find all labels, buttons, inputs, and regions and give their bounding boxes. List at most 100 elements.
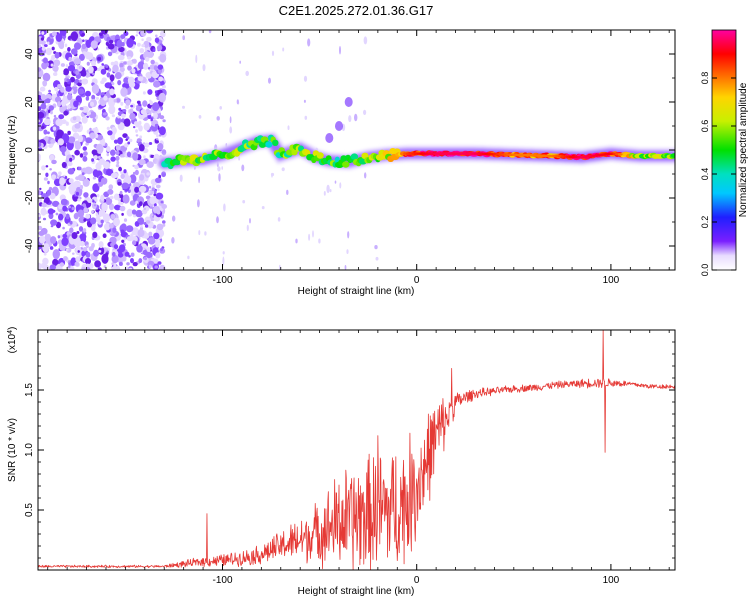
y-tick-label: 40 bbox=[24, 48, 35, 60]
noise-speckle bbox=[67, 136, 76, 144]
noise-speckle bbox=[131, 209, 137, 215]
noise-speckle bbox=[217, 166, 221, 172]
noise-speckle bbox=[135, 34, 138, 37]
noise-speckle bbox=[106, 126, 110, 130]
noise-speckle bbox=[153, 193, 157, 197]
noise-speckle bbox=[140, 224, 143, 228]
noise-speckle bbox=[50, 138, 56, 144]
noise-speckle bbox=[145, 30, 154, 34]
noise-speckle bbox=[124, 175, 132, 185]
noise-speckle bbox=[147, 89, 153, 95]
noise-speckle bbox=[182, 35, 185, 41]
noise-speckle bbox=[75, 241, 81, 248]
noise-speckle bbox=[171, 237, 175, 244]
noise-speckle bbox=[143, 155, 146, 159]
noise-speckle bbox=[156, 223, 164, 231]
noise-speckle bbox=[67, 161, 73, 167]
noise-speckle bbox=[153, 190, 157, 194]
noise-speckle bbox=[73, 42, 82, 50]
noise-speckle bbox=[47, 109, 51, 114]
noise-speckle bbox=[60, 198, 68, 206]
noise-speckle bbox=[41, 31, 45, 35]
noise-speckle bbox=[122, 133, 128, 139]
noise-speckle bbox=[51, 31, 57, 37]
noise-speckle bbox=[126, 37, 134, 48]
noise-speckle bbox=[95, 143, 104, 154]
noise-speckle bbox=[154, 140, 159, 144]
noise-speckle bbox=[85, 167, 93, 175]
branch-blob bbox=[325, 133, 334, 143]
noise-speckle bbox=[109, 88, 115, 96]
noise-speckle bbox=[114, 72, 122, 80]
noise-speckle bbox=[54, 52, 60, 59]
noise-speckle bbox=[98, 241, 104, 249]
noise-speckle bbox=[150, 59, 155, 65]
noise-speckle bbox=[145, 56, 150, 62]
snr-scale-base: (x10 bbox=[7, 333, 18, 353]
noise-speckle bbox=[121, 255, 127, 262]
noise-speckle bbox=[98, 32, 103, 37]
noise-speckle bbox=[120, 87, 128, 97]
noise-speckle bbox=[48, 143, 53, 148]
noise-speckle bbox=[119, 67, 125, 72]
noise-speckle bbox=[81, 70, 87, 77]
noise-speckle bbox=[63, 72, 67, 75]
noise-speckle bbox=[115, 150, 120, 156]
noise-speckle bbox=[278, 264, 281, 270]
noise-speckle bbox=[55, 96, 62, 103]
noise-speckle bbox=[51, 159, 57, 165]
noise-speckle bbox=[146, 172, 150, 176]
noise-speckle bbox=[74, 141, 82, 150]
noise-speckle bbox=[101, 77, 107, 82]
noise-speckle bbox=[42, 243, 49, 253]
noise-speckle bbox=[138, 185, 147, 193]
noise-speckle bbox=[40, 262, 46, 269]
noise-speckle bbox=[113, 98, 117, 103]
noise-speckle bbox=[65, 85, 72, 92]
noise-speckle bbox=[161, 171, 167, 178]
noise-speckle bbox=[77, 82, 82, 87]
noise-speckle bbox=[97, 56, 102, 61]
noise-speckle bbox=[116, 39, 123, 48]
noise-speckle bbox=[91, 210, 94, 213]
noise-speckle bbox=[329, 189, 332, 193]
noise-speckle bbox=[49, 264, 56, 270]
noise-speckle bbox=[375, 256, 379, 261]
noise-speckle bbox=[113, 193, 120, 201]
noise-speckle bbox=[312, 230, 314, 238]
noise-speckle bbox=[83, 218, 87, 222]
noise-speckle bbox=[75, 256, 80, 263]
noise-speckle bbox=[135, 134, 139, 137]
noise-speckle bbox=[132, 240, 137, 246]
noise-speckle bbox=[39, 86, 46, 92]
snr-series-line bbox=[38, 330, 675, 570]
noise-speckle bbox=[95, 96, 99, 100]
noise-speckle bbox=[118, 244, 126, 253]
noise-speckle bbox=[91, 242, 95, 249]
noise-speckle bbox=[151, 187, 156, 192]
noise-speckle bbox=[68, 178, 74, 184]
noise-speckle bbox=[147, 114, 152, 119]
noise-speckle bbox=[81, 78, 88, 85]
noise-speckle bbox=[88, 66, 94, 74]
noise-speckle bbox=[150, 154, 155, 158]
noise-speckle bbox=[323, 191, 326, 196]
noise-speckle bbox=[77, 174, 85, 182]
noise-speckle bbox=[148, 185, 152, 189]
noise-speckle bbox=[156, 134, 159, 138]
noise-speckle bbox=[38, 230, 45, 236]
noise-speckle bbox=[60, 63, 65, 67]
noise-speckle bbox=[65, 121, 69, 126]
noise-speckle bbox=[363, 109, 367, 115]
noise-speckle bbox=[136, 244, 143, 253]
noise-speckle bbox=[120, 201, 124, 205]
noise-speckle bbox=[69, 157, 73, 162]
noise-speckle bbox=[137, 229, 145, 238]
noise-speckle bbox=[219, 106, 222, 110]
noise-speckle bbox=[198, 176, 201, 184]
noise-speckle bbox=[147, 260, 155, 267]
y-tick-label: 0.5 bbox=[24, 503, 35, 517]
noise-speckle bbox=[92, 231, 98, 238]
noise-speckle bbox=[40, 94, 47, 101]
spectrogram-x-label: Height of straight line (km) bbox=[298, 286, 415, 297]
